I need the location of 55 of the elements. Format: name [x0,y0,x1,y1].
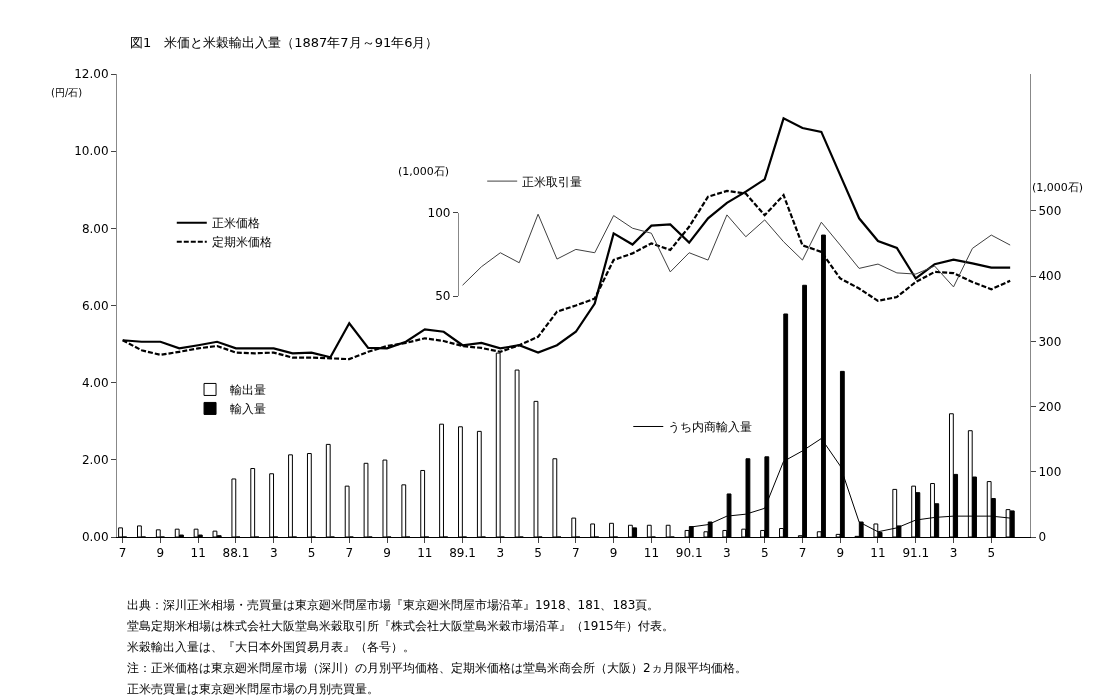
x-tick-label: 3 [723,546,731,561]
x-tick-label: 88.1 [222,546,250,561]
x-tick-label: 5 [307,546,316,561]
x-tick-label: 11 [190,546,206,561]
y2-tick-label: 200 [1038,399,1062,414]
x-tick-label: 3 [496,546,505,561]
text: 正米売買量は東京廻米問屋市場の月別売買量。 [127,682,379,696]
x-tick-label: 90.1 [675,546,703,561]
y-tick-label: 0.00 [81,530,109,545]
y-tick-label: 2.00 [81,453,109,468]
chart-title: 図1 米価と米穀輸出入量（1887年7月～91年6月） [130,34,439,50]
legend-label: 輸入量 [230,402,267,417]
x-tick-label: 9 [156,546,165,561]
y2-tick-label: 100 [1038,464,1062,479]
x-tick-label: 9 [383,546,391,561]
legend-label: 定期米価格 [211,235,272,250]
x-tick-label: 7 [798,546,807,561]
x-tick-label: 9 [609,546,618,561]
legend-label: うち内商輸入量 [668,420,753,435]
x-tick-label: 7 [345,546,354,561]
y-tick-label: 8.00 [81,221,109,236]
line-series [462,213,1011,288]
y2-tick-label: 300 [1038,334,1062,349]
legend-label: 輸出量 [230,383,267,398]
text: 注：正米価格は東京廻米問屋市場（深川）の月別平均価格、定期米価格は堂島米商会所（大阪）2ヵ月限平均価格。 [127,661,747,675]
text: 米穀輸出入量は、『大日本外国貿易月表』（各号）。 [127,640,415,654]
y-tick-label: 6.00 [81,298,109,313]
x-tick-label: 11 [870,546,886,561]
x-tick-label: 3 [949,546,958,561]
y2-axis-title: (1,000石) [1032,181,1084,194]
x-tick-label: 5 [534,546,542,561]
x-tick-label: 91.1 [902,546,930,561]
x-tick-label: 5 [987,546,996,561]
x-tick-label: 5 [760,546,769,561]
text: 堂島定期米相場は株式会社大阪堂島米穀取引所『株式会社大阪堂島米穀市場沿革』（1915年）付表。 [127,619,674,633]
x-tick-label: 9 [836,546,845,561]
x-tick-label: 89.1 [449,546,476,561]
x-tick-label: 7 [572,546,580,561]
y-tick-label: 12.00 [74,67,109,82]
y2-tick-label: 500 [1038,204,1062,219]
y2-tick-label: 0 [1038,530,1047,545]
y3-tick-label: 50 [435,289,451,304]
y-tick-label: 4.00 [81,375,109,390]
x-tick-label: 7 [118,546,127,561]
x-tick-label: 3 [269,546,278,561]
x-tick-label: 11 [643,546,660,561]
legend-label: 正米価格 [211,216,260,231]
y3-tick-label: 100 [427,206,451,221]
x-tick-label: 11 [417,546,433,561]
y-tick-label: 10.00 [74,144,109,159]
y3-axis-title: (1,000石) [398,165,450,178]
legend-label: 正米取引量 [522,174,583,189]
source-note: 出典：深川正米相場・売買量は東京廻米問屋市場『東京廻米問屋市場沿革』1918、181、183頁。 [127,598,660,612]
y-axis-title: (円/石) [51,87,83,98]
y2-tick-label: 400 [1038,269,1062,284]
